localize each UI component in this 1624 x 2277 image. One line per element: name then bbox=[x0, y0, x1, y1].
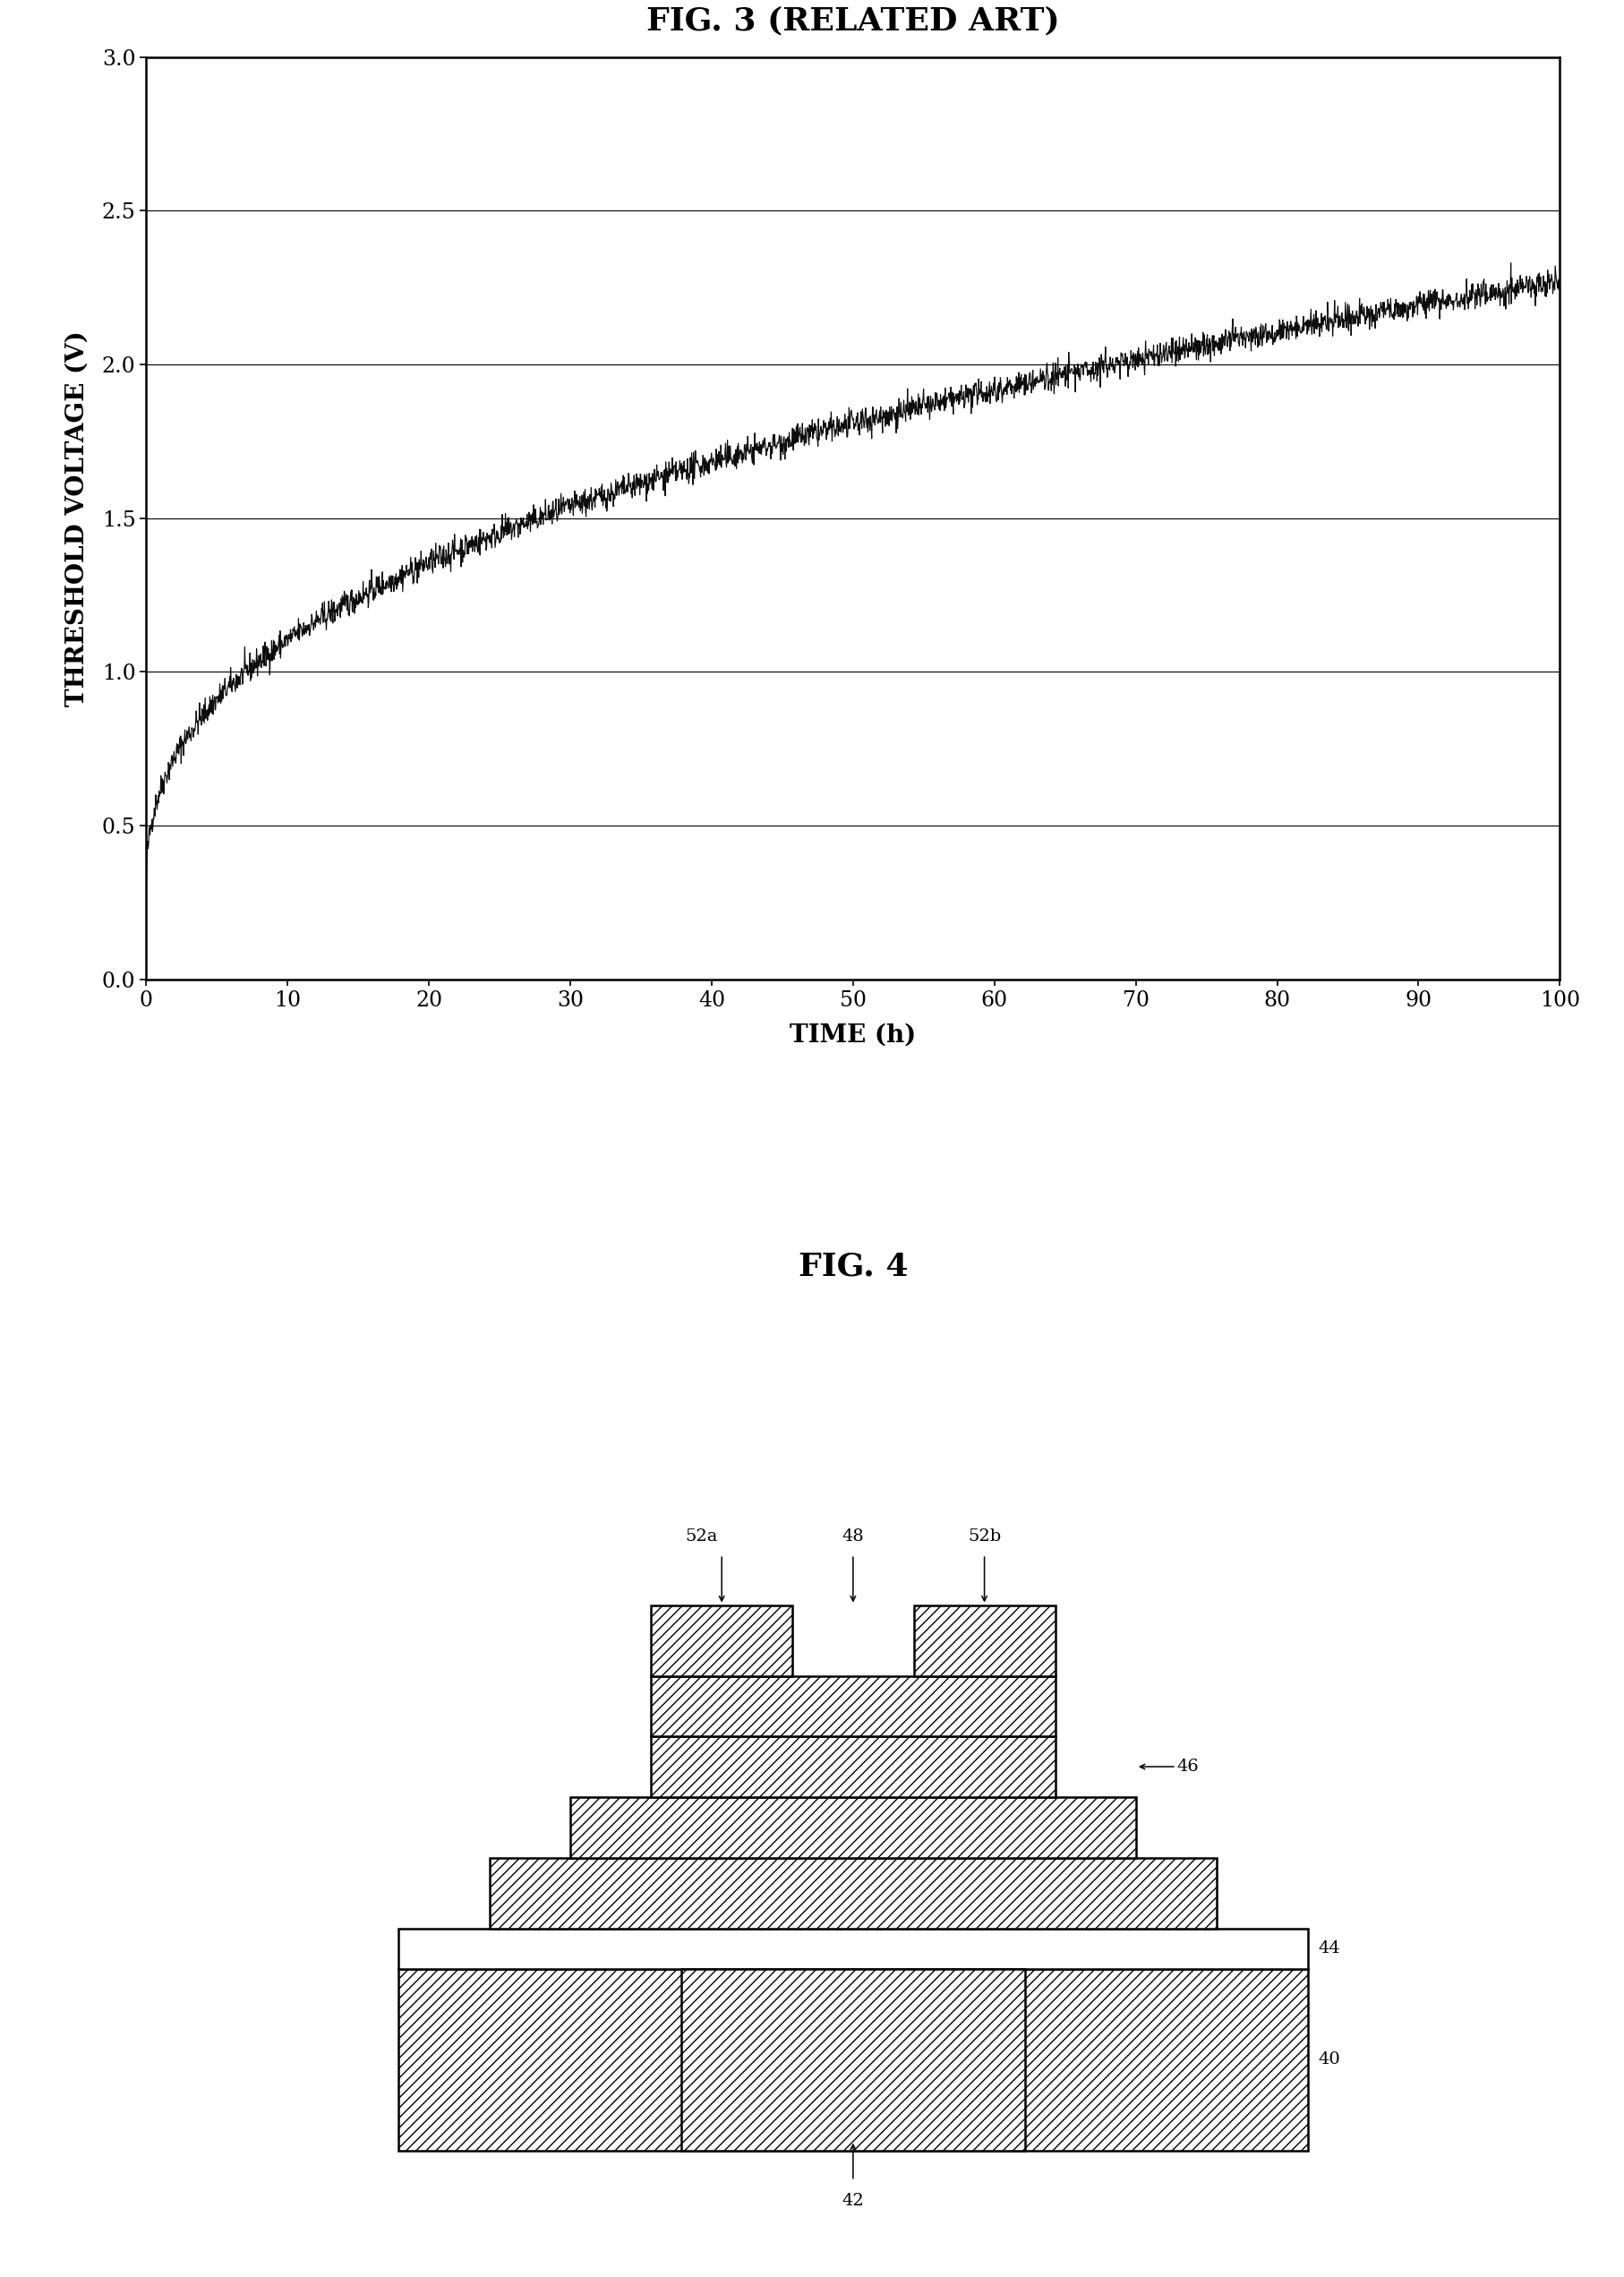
Bar bbox=[489, 1858, 1216, 1929]
Bar bbox=[651, 1605, 793, 1676]
Bar bbox=[680, 1970, 1025, 2152]
Text: 44: 44 bbox=[1317, 1940, 1340, 1956]
Text: FIG. 4: FIG. 4 bbox=[797, 1252, 908, 1282]
Text: 42: 42 bbox=[841, 2193, 864, 2209]
Bar bbox=[398, 1929, 1307, 1970]
Bar bbox=[913, 1605, 1054, 1676]
Text: 48: 48 bbox=[841, 1528, 864, 1544]
Text: 46: 46 bbox=[1176, 1758, 1199, 1774]
Text: 52a: 52a bbox=[685, 1528, 718, 1544]
Title: FIG. 3 (RELATED ART): FIG. 3 (RELATED ART) bbox=[646, 5, 1059, 36]
Bar bbox=[570, 1797, 1135, 1858]
Text: 52b: 52b bbox=[968, 1528, 1000, 1544]
Y-axis label: THRESHOLD VOLTAGE (V): THRESHOLD VOLTAGE (V) bbox=[65, 330, 89, 706]
Bar bbox=[651, 1676, 1054, 1737]
X-axis label: TIME (h): TIME (h) bbox=[789, 1022, 916, 1047]
Text: 40: 40 bbox=[1317, 2052, 1340, 2068]
Bar bbox=[651, 1737, 1054, 1797]
Bar bbox=[398, 1970, 1307, 2152]
